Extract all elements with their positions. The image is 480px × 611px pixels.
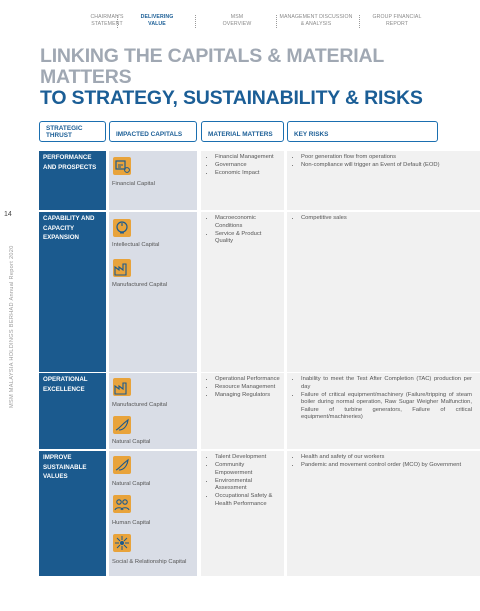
list-item: Financial Management: [215, 154, 281, 162]
manufactured-capital-icon: [113, 259, 131, 277]
list-item: Poor generation flow from operations: [301, 154, 472, 162]
capital-item: [112, 377, 132, 399]
strategic-thrust-cell: PERFORMANCE AND PROSPECTS: [39, 151, 106, 210]
list-item: Pandemic and movement control order (MCO…: [301, 462, 472, 470]
nav-separator: [359, 15, 360, 28]
list-item: Non-compliance will trigger an Event of …: [301, 162, 472, 170]
capital-item: [112, 455, 132, 477]
capital-label: Manufactured Capital: [112, 402, 168, 408]
nav-separator: [195, 15, 196, 28]
key-risks-cell: Health and safety of our workers Pandemi…: [287, 451, 480, 576]
list-item: Occupational Safety & Health Performance: [215, 493, 281, 508]
natural-capital-icon: [113, 456, 131, 474]
capital-label: Social & Relationship Capital: [112, 559, 187, 565]
list-item: Health and safety of our workers: [301, 454, 472, 462]
list-item: Economic Impact: [215, 170, 281, 178]
strategic-thrust-cell: IMPROVE SUSTAINABLE VALUES: [39, 451, 106, 576]
manufactured-capital-icon: [113, 378, 131, 396]
table-row: CAPABILITY AND CAPACITY EXPANSION Intell…: [39, 212, 480, 372]
list-item: Operational Performance: [215, 376, 281, 384]
list-item: Talent Development: [215, 454, 281, 462]
page-number: 14: [4, 211, 12, 218]
capital-label: Intellectual Capital: [112, 242, 160, 248]
material-matters-cell: Talent Development Community Empowerment…: [201, 451, 284, 576]
list-item: Failure of critical equipment/machinery …: [301, 392, 472, 422]
page-title: LINKING THE CAPITALS & MATERIAL MATTERS …: [40, 46, 480, 109]
nav-item-delivering-value[interactable]: DELIVERING VALUE: [140, 14, 174, 27]
list-item: Governance: [215, 162, 281, 170]
strategic-thrust-cell: OPERATIONAL EXCELLENCE: [39, 373, 106, 449]
nav-item-management-discussion[interactable]: MANAGEMENT DISCUSSION & ANALYSIS: [279, 14, 353, 27]
capital-item: [112, 494, 132, 516]
list-item: Macroeconomic Conditions: [215, 215, 281, 230]
capital-label: Natural Capital: [112, 439, 151, 445]
material-matters-cell: Financial Management Governance Economic…: [201, 151, 284, 210]
list-item: Competitive sales: [301, 215, 472, 223]
header-strategic-thrust: STRATEGIC THRUST: [39, 121, 106, 142]
nav-separator: [276, 15, 277, 28]
header-key-risks: KEY RISKS: [287, 121, 438, 142]
capital-item: [112, 218, 132, 240]
table-row: PERFORMANCE AND PROSPECTS Financial Capi…: [39, 151, 480, 210]
material-matters-cell: Macroeconomic Conditions Service & Produ…: [201, 212, 284, 372]
side-report-label: MSM MALAYSIA HOLDINGS BERHAD Annual Repo…: [9, 245, 15, 408]
top-nav: CHAIRMAN'S STATEMENT DELIVERING VALUE MS…: [0, 14, 480, 36]
capital-label: Manufactured Capital: [112, 282, 168, 288]
material-matters-cell: Operational Performance Resource Managem…: [201, 373, 284, 449]
title-line-1: LINKING THE CAPITALS & MATERIAL MATTERS: [40, 45, 384, 88]
capital-item: [112, 258, 132, 280]
capital-item: [112, 415, 132, 437]
list-item: Community Empowerment: [215, 462, 281, 477]
capital-label: Natural Capital: [112, 481, 151, 487]
human-capital-icon: [113, 495, 131, 513]
impacted-capitals-cell: Manufactured Capital Natural Capital: [109, 373, 197, 449]
header-material-matters: MATERIAL MATTERS: [201, 121, 284, 142]
financial-capital-icon: [113, 157, 131, 175]
list-item: Resource Management: [215, 384, 281, 392]
impacted-capitals-cell: Natural Capital Human Capital Social & R…: [109, 451, 197, 576]
natural-capital-icon: [113, 416, 131, 434]
key-risks-cell: Inability to meet the Test After Complet…: [287, 373, 480, 449]
header-impacted-capitals: IMPACTED CAPITALS: [109, 121, 197, 142]
nav-separator: [117, 15, 118, 28]
table-row: OPERATIONAL EXCELLENCE Manufactured Capi…: [39, 373, 480, 449]
nav-item-msm-overview[interactable]: MSM OVERVIEW: [222, 14, 252, 27]
list-item: Service & Product Quality: [215, 231, 281, 246]
nav-item-group-financial-report[interactable]: GROUP FINANCIAL REPORT: [372, 14, 422, 27]
list-item: Managing Regulators: [215, 392, 281, 400]
list-item: Inability to meet the Test After Complet…: [301, 376, 472, 391]
impacted-capitals-cell: Intellectual Capital Manufactured Capita…: [109, 212, 197, 372]
title-line-2: TO STRATEGY, SUSTAINABILITY & RISKS: [40, 87, 423, 109]
impacted-capitals-cell: Financial Capital: [109, 151, 197, 210]
capital-item: [112, 533, 132, 555]
key-risks-cell: Competitive sales: [287, 212, 480, 372]
strategic-thrust-cell: CAPABILITY AND CAPACITY EXPANSION: [39, 212, 106, 372]
list-item: Environmental Assessment: [215, 478, 281, 493]
intellectual-capital-icon: [113, 219, 131, 237]
capital-label: Financial Capital: [112, 181, 155, 187]
capital-label: Human Capital: [112, 520, 151, 526]
nav-item-chairmans-statement[interactable]: CHAIRMAN'S STATEMENT: [90, 14, 124, 27]
key-risks-cell: Poor generation flow from operations Non…: [287, 151, 480, 210]
table-row: IMPROVE SUSTAINABLE VALUES Natural Capit…: [39, 451, 480, 576]
capital-item: [112, 156, 132, 178]
social-relationship-capital-icon: [113, 534, 131, 552]
